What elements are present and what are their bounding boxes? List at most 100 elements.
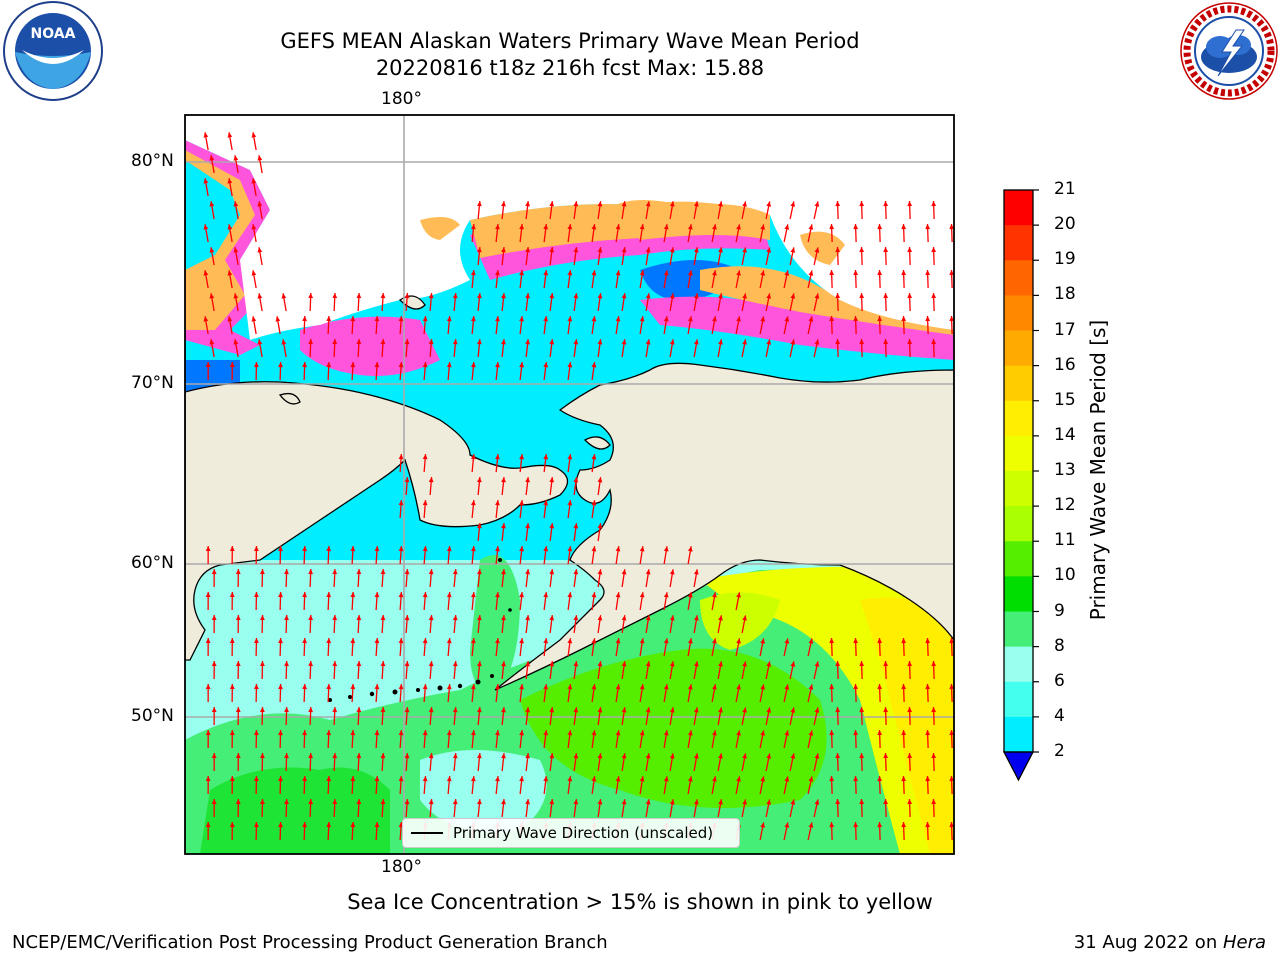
- wave-arrow-head: [669, 661, 675, 667]
- colorbar-tick-label: 21: [1054, 179, 1076, 199]
- wave-arrow-head: [901, 684, 907, 690]
- wave-arrow-head: [621, 707, 627, 713]
- wave-arrow-head: [543, 592, 549, 598]
- wave-arrow-head: [639, 730, 645, 736]
- wave-arrow-head: [446, 730, 452, 736]
- wave-arrow-head: [495, 500, 500, 506]
- wave-arrow-head: [742, 293, 747, 299]
- wave-arrow-head: [380, 753, 386, 759]
- wave-arrow-head: [209, 247, 215, 253]
- legend-label: Primary Wave Direction (unscaled): [453, 824, 714, 842]
- wave-arrow-head: [452, 339, 458, 345]
- wave-arrow-head: [808, 776, 814, 782]
- wave-arrow-head: [790, 201, 796, 207]
- wave-arrow-head: [597, 523, 603, 529]
- wave-arrow-head: [284, 753, 289, 759]
- wave-arrow-head: [404, 293, 410, 299]
- wave-arrow-head: [209, 155, 215, 161]
- wave-arrow-head: [766, 799, 772, 805]
- colorbar-swatch: [1004, 260, 1033, 296]
- wave-arrow-head: [687, 270, 693, 276]
- wave-arrow-head: [718, 201, 723, 207]
- wave-arrow-head: [712, 270, 717, 276]
- wave-arrow-head: [925, 730, 931, 736]
- graticule: [185, 115, 954, 854]
- wave-arrow-head: [428, 799, 434, 805]
- wave-arrow-head: [495, 546, 500, 552]
- wave-arrow-head: [284, 707, 289, 713]
- wave-arrow-head: [519, 638, 524, 644]
- wave-arrow-head: [519, 270, 524, 276]
- colorbar-tick-label: 18: [1054, 284, 1076, 305]
- wave-arrow-head: [573, 753, 579, 759]
- wave-arrow-head: [621, 293, 627, 299]
- wave-arrow-head: [784, 730, 790, 736]
- wave-arrow-head: [814, 799, 820, 805]
- wave-arrow-head: [639, 270, 645, 276]
- wave-arrow-head: [501, 477, 506, 483]
- wave-arrow-head: [446, 546, 452, 552]
- wave-arrow-head: [422, 316, 428, 322]
- wave-arrow-head: [495, 684, 500, 690]
- colorbar-extend-triangle: [1002, 751, 1035, 782]
- wave-arrow-head: [543, 316, 549, 322]
- wave-arrow-head: [573, 661, 579, 667]
- wave-arrow-head: [742, 339, 747, 345]
- wave-arrow-head: [760, 730, 766, 736]
- wave-arrow-head: [549, 615, 555, 621]
- wave-arrow-head: [859, 293, 865, 299]
- wave-arrow-head: [567, 684, 573, 690]
- wave-arrow-head: [380, 569, 386, 575]
- wave-arrow-head: [398, 638, 404, 644]
- wave-arrow-head: [477, 339, 482, 345]
- wave-arrow: [958, 247, 959, 265]
- period-field-15s: [860, 597, 954, 854]
- wave-arrow-head: [766, 247, 772, 253]
- wave-arrow-head: [549, 339, 555, 345]
- wave-arrow-head: [663, 224, 669, 230]
- wave-arrow-head: [284, 661, 289, 667]
- wave-arrow-head: [784, 224, 790, 230]
- wave-arrow-head: [227, 178, 233, 184]
- wave-arrow-head: [597, 615, 603, 621]
- wave-arrow-head: [669, 707, 675, 713]
- sea-ice-interior: [185, 115, 954, 340]
- wave-arrow-head: [859, 753, 865, 759]
- wave-arrow-head: [645, 247, 651, 253]
- wave-arrow-head: [718, 293, 723, 299]
- wave-arrow-head: [736, 270, 741, 276]
- wave-arrow-head: [501, 569, 506, 575]
- wave-arrow-head: [229, 730, 235, 736]
- wave-arrow-head: [597, 661, 603, 667]
- wave-arrow-head: [760, 684, 766, 690]
- credit-date: 31 Aug 2022 on: [1073, 932, 1223, 953]
- wave-arrow-head: [901, 224, 907, 230]
- wave-arrow-head: [446, 316, 452, 322]
- colorbar-tick-label: 15: [1054, 389, 1076, 410]
- wave-arrow-head: [326, 776, 332, 782]
- wave-arrow-head: [519, 730, 524, 736]
- wave-arrow-head: [470, 592, 476, 598]
- wave-arrow-head: [278, 776, 283, 782]
- wave-arrow-head: [835, 661, 841, 667]
- wave-arrow-head: [814, 707, 820, 713]
- wave-arrow-head: [883, 293, 889, 299]
- wave-arrow-head: [326, 546, 332, 552]
- colorbar-swatch: [1004, 646, 1033, 683]
- wave-arrow-head: [853, 822, 859, 828]
- wave-arrow-head: [209, 201, 215, 207]
- wave-arrow-head: [227, 270, 233, 276]
- wave-arrow-head: [477, 753, 482, 759]
- wave-arrow-head: [669, 293, 675, 299]
- wave-arrow-head: [428, 477, 434, 483]
- wave-arrow-head: [621, 201, 627, 207]
- lat-label-80: 80°N: [131, 151, 174, 171]
- wave-arrow-head: [203, 270, 209, 276]
- wave-arrow-head: [645, 799, 651, 805]
- wave-arrow-head: [253, 684, 259, 690]
- wave-arrow-head: [760, 776, 766, 782]
- wave-arrow-head: [621, 615, 627, 621]
- wave-arrow-head: [302, 684, 308, 690]
- wave-arrow-head: [597, 753, 603, 759]
- wave-arrow-head: [356, 615, 362, 621]
